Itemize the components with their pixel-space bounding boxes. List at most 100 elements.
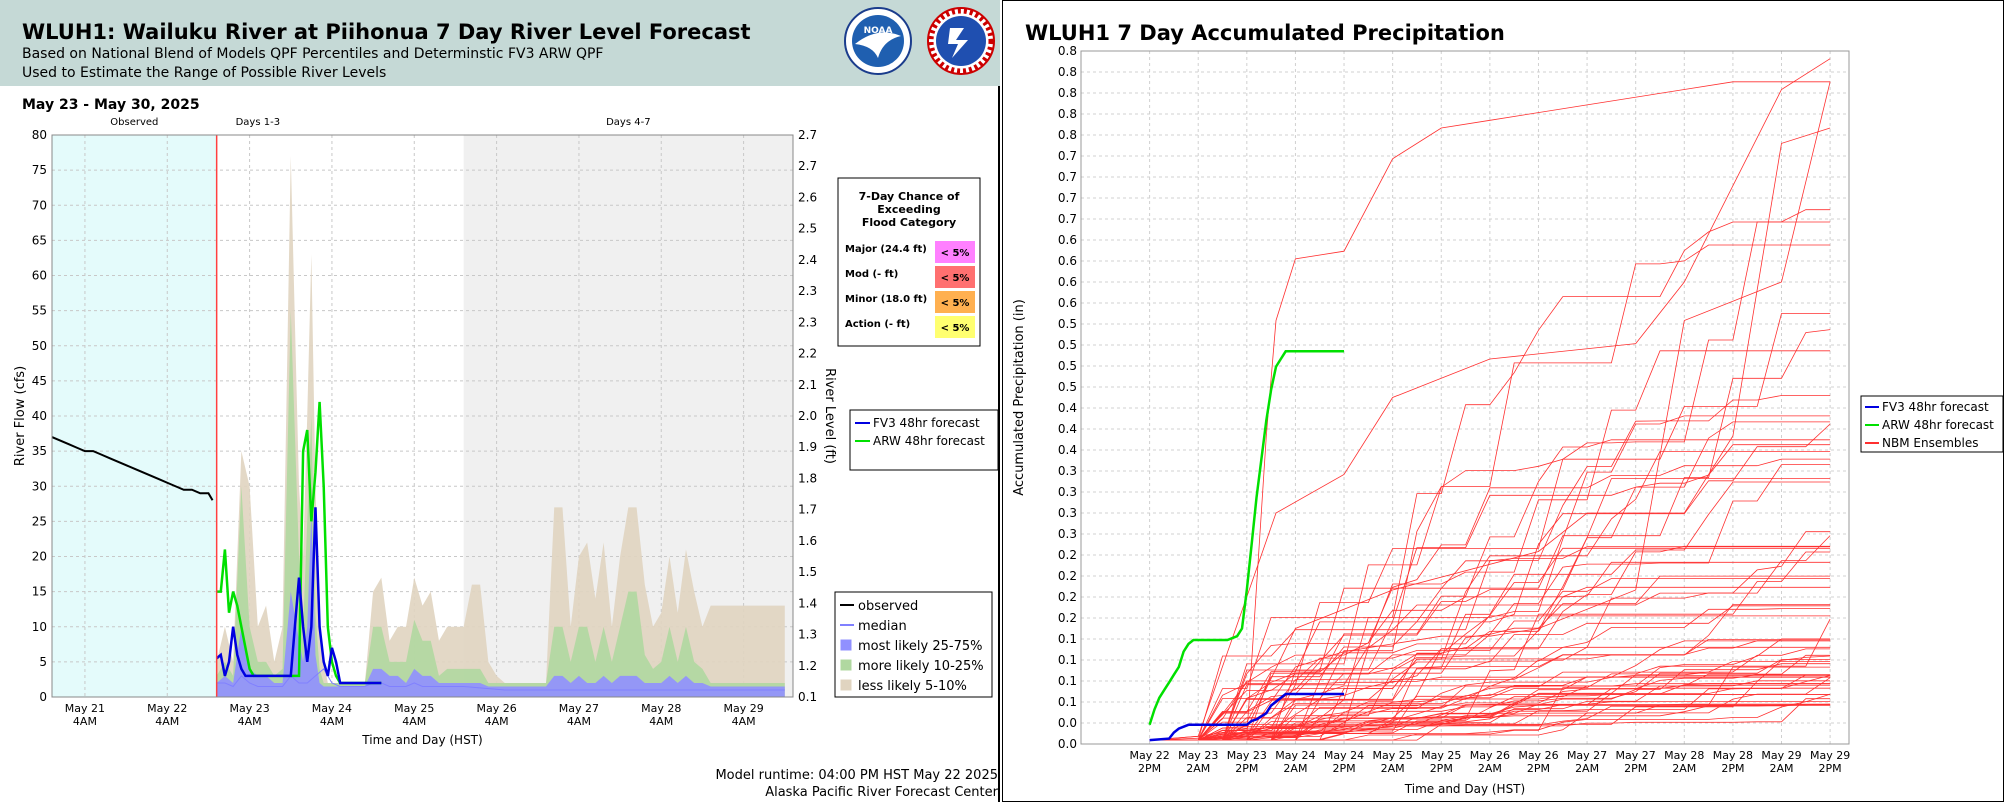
y-tick-label: 25: [32, 514, 47, 528]
x-tick-label: May 21: [65, 702, 105, 715]
y-tick-label: 30: [32, 479, 47, 493]
y-tick-label: 0.1: [1058, 632, 1077, 646]
subtitle-line-2: Used to Estimate the Range of Possible R…: [22, 65, 387, 81]
precip-legend-box: [1860, 395, 2003, 453]
y-tick-label: 0.4: [1058, 422, 1077, 436]
legend-label-arw: ARW 48hr forecast: [873, 434, 985, 448]
x-tick-label: 2AM: [1381, 762, 1405, 775]
noaa-logo: NOAA: [844, 7, 912, 75]
x-tick-label: 4AM: [155, 715, 179, 728]
x-tick-label: 2AM: [1478, 762, 1502, 775]
y-tick-label: 0.4: [1058, 443, 1077, 457]
y2-tick-label: 2.7: [798, 159, 817, 173]
x-tick-label: 4AM: [402, 715, 426, 728]
nbm-member-line: [1149, 81, 1831, 741]
x-tick-label: May 28: [1713, 749, 1753, 762]
legend-label-fv3: FV3 48hr forecast: [873, 416, 980, 430]
x-tick-label: May 26: [476, 702, 516, 715]
model-runtime: Model runtime: 04:00 PM HST May 22 2025: [715, 768, 998, 783]
nbm-member-line: [1149, 640, 1831, 741]
nbm-member-line: [1149, 703, 1831, 741]
y-tick-label: 35: [32, 444, 47, 458]
y2-tick-label: 1.3: [798, 628, 817, 642]
y-tick-label: 75: [32, 163, 47, 177]
nbm-member-line: [1149, 458, 1831, 741]
y-tick-label: 60: [32, 269, 47, 283]
y2-tick-label: 2.5: [798, 222, 817, 236]
nbm-member-line: [1149, 464, 1831, 741]
nbm-member-line: [1149, 395, 1831, 741]
nws-logo: [927, 7, 995, 75]
y-tick-label: 0.3: [1058, 485, 1077, 499]
nbm-member-line: [1149, 586, 1831, 741]
x-tick-label: May 28: [641, 702, 681, 715]
x-tick-label: 4AM: [567, 715, 591, 728]
y-tick-label: 0.6: [1058, 275, 1077, 289]
y-tick-label: 0.5: [1058, 317, 1077, 331]
precip-chart-title: WLUH1 7 Day Accumulated Precipitation: [1025, 21, 1505, 45]
y-tick-label: 70: [32, 198, 47, 212]
x-tick-label: 2PM: [1527, 762, 1550, 775]
nbm-member-line: [1149, 703, 1831, 741]
y-tick-label: 0.2: [1058, 611, 1077, 625]
x-tick-label: May 26: [1470, 749, 1510, 762]
y2-tick-label: 1.2: [798, 659, 817, 673]
flood-table-title: Flood Category: [862, 216, 956, 229]
flood-category-swatch: [935, 291, 975, 313]
y-tick-label: 10: [32, 620, 47, 634]
y2-tick-label: 2.3: [798, 284, 817, 298]
y-tick-label: 0.7: [1058, 191, 1077, 205]
y-tick-label: 0.6: [1058, 254, 1077, 268]
x-tick-label: 2AM: [1575, 762, 1599, 775]
nbm-member-line: [1149, 693, 1831, 741]
y2-tick-label: 1.4: [798, 596, 817, 610]
x-tick-label: May 25: [394, 702, 434, 715]
left-panel: WLUH1: Wailuku River at Piihonua 7 Day R…: [0, 0, 1000, 802]
x-tick-label: May 29: [723, 702, 763, 715]
band-5-10: [216, 156, 785, 697]
y-tick-label: 0.2: [1058, 569, 1077, 583]
y-tick-label: 65: [32, 233, 47, 247]
nbm-member-line: [1149, 444, 1831, 741]
date-range: May 23 - May 30, 2025: [22, 97, 200, 113]
x-tick-label: 2PM: [1624, 762, 1647, 775]
x-tick-label: 4AM: [485, 715, 509, 728]
y-tick-label: 0.8: [1058, 128, 1077, 142]
x-tick-label: 2AM: [1672, 762, 1696, 775]
nbm-member-line: [1149, 415, 1831, 741]
x-tick-label: May 24: [1275, 749, 1315, 762]
y-tick-label: 0.3: [1058, 464, 1077, 478]
y-axis-label: River Flow (cfs): [13, 366, 28, 466]
y2-tick-label: 1.7: [798, 503, 817, 517]
x-tick-label: May 24: [1324, 749, 1364, 762]
nbm-member-line: [1149, 58, 1831, 741]
x-tick-label: 4AM: [73, 715, 97, 728]
legend-label-p10_25: more likely 10-25%: [858, 659, 984, 674]
y-tick-label: 0.5: [1058, 359, 1077, 373]
flood-table-title: Exceeding: [877, 203, 940, 216]
nbm-member-line: [1149, 81, 1831, 741]
x-tick-label: 2PM: [1430, 762, 1453, 775]
y-tick-label: 55: [32, 304, 47, 318]
legend-label-p5_10: less likely 5-10%: [858, 679, 967, 694]
period-label-days-4-7: Days 4-7: [606, 117, 650, 128]
nbm-member-line: [1149, 209, 1831, 741]
y-tick-label: 0.3: [1058, 506, 1077, 520]
svg-text:NOAA: NOAA: [864, 26, 893, 36]
precip-chart: 0.0 0.0 0.1 0.1 0.1 0.1 0.2 0.2 0.2 0.2 0.3 0.3 0.3 0…: [1012, 44, 2003, 796]
y-tick-label: 0.3: [1058, 527, 1077, 541]
arw-line: [1148, 350, 1344, 726]
river-flow-chart: Observed Days 1-3 Days 4-7 0 5 10 15 20 25 30 35 40…: [13, 117, 999, 747]
y-tick-label: 0.8: [1058, 44, 1077, 58]
y-tick-label: 0.7: [1058, 212, 1077, 226]
y2-tick-label: 1.5: [798, 565, 817, 579]
x-tick-label: May 24: [312, 702, 352, 715]
y-tick-label: 0.0: [1058, 716, 1077, 730]
y2-tick-label: 2.4: [798, 253, 817, 267]
nbm-member-line: [1149, 684, 1831, 741]
x-tick-label: May 23: [229, 702, 269, 715]
y-tick-label: 5: [39, 655, 47, 669]
legend-label-observed: observed: [858, 599, 918, 614]
y-tick-label: 0: [39, 690, 47, 704]
nbm-member-line: [1149, 547, 1831, 741]
